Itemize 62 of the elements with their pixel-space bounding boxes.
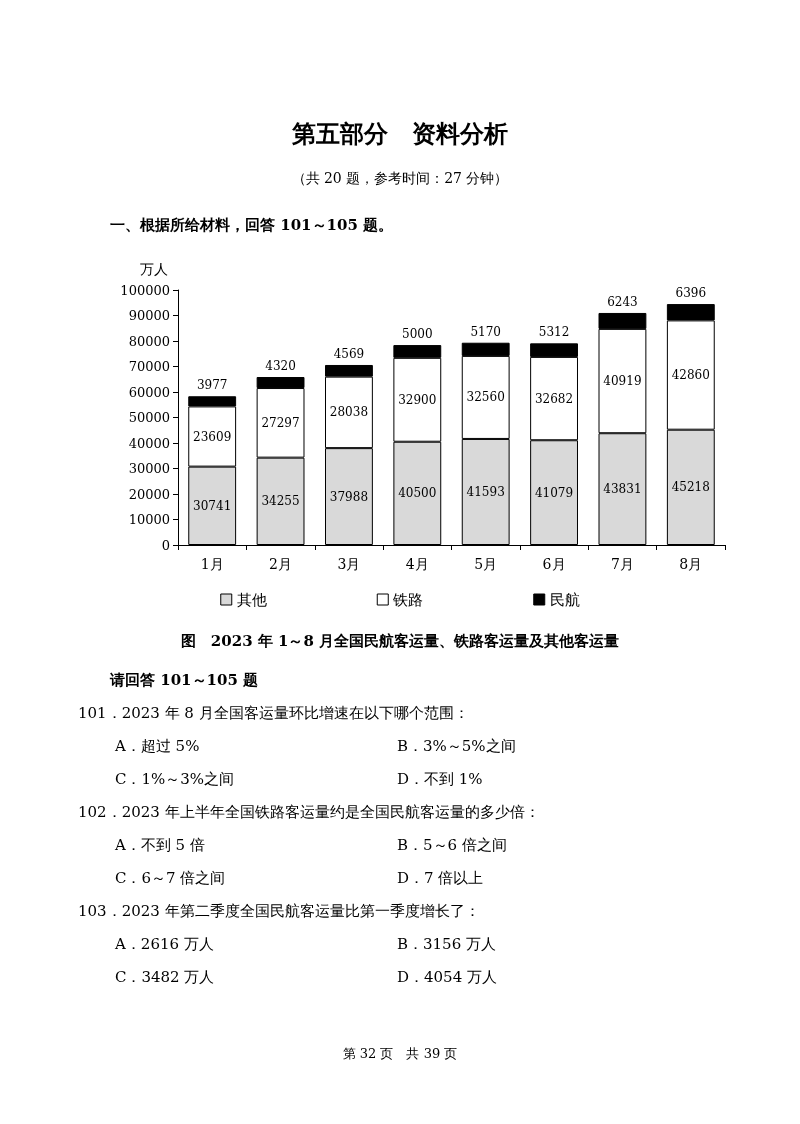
y-tick-label: 50000 [128,410,170,425]
x-tick-label: 6月 [542,556,566,572]
data-label: 23609 [193,429,232,444]
text: A．不到 5 倍 B．5～6 倍之间 [115,836,507,854]
data-label: 5312 [538,325,570,340]
data-label: 40500 [398,486,437,501]
y-tick-label: 20000 [128,486,170,502]
y-tick-label: 70000 [128,359,170,374]
text: 一、根据所给材料，回答 101～105 题。 [110,216,394,235]
x-tick-label: 3月 [337,556,361,572]
text: 请回答 101～105 题 [110,670,260,691]
data-label: 32682 [534,391,574,406]
data-label: 5170 [470,324,501,339]
x-tick-label: 1月 [200,556,224,572]
data-label: 6243 [607,294,638,309]
data-label: 32900 [398,392,437,407]
y-tick-label: 80000 [128,333,170,349]
data-label: 5000 [402,327,433,342]
legend-label: 民航 [549,590,580,609]
y-tick-label: 0 [161,537,170,553]
data-label: 45218 [671,480,710,495]
text: 图 2023 年 1～8 月全国民航客运量、铁路客运量及其他客运量 [179,632,621,651]
text: 第 32 页 共 39 页 [341,1045,459,1063]
legend-label: 其他 [236,590,267,609]
data-label: 43831 [603,482,642,497]
data-label: 34255 [261,494,300,509]
x-tick-label: 2月 [269,556,293,572]
data-label: 41593 [466,484,505,499]
data-label: 28038 [329,405,369,420]
y-tick-label: 60000 [128,384,170,400]
data-label: 41079 [534,485,574,500]
legend-label: 铁路 [392,590,424,609]
text: 103．2023 年第二季度全国民航客运量比第一季度增长了： [78,901,481,922]
data-label: 4569 [333,346,365,361]
y-tick-label: 100000 [120,282,170,298]
data-label: 42860 [671,368,710,383]
text: C．1%～3%之间 D．不到 1% [115,770,483,788]
text: 102．2023 年上半年全国铁路客运量约是全国民航客运量的多少倍： [78,802,541,823]
y-axis-title: 万人 [140,261,168,277]
data-label: 3977 [196,378,228,393]
text: C．6～7 倍之间 D．7 倍以上 [115,869,484,887]
text: C．3482 万人 D．4054 万人 [115,968,497,986]
text: 第五部分 资料分析 [291,118,509,150]
y-tick-label: 30000 [128,461,170,476]
text: A．超过 5% B．3%～5%之间 [115,737,516,755]
data-label: 40919 [603,374,642,389]
text: 101．2023 年 8 月全国客运量环比增速在以下哪个范围： [78,703,470,724]
y-tick-label: 10000 [128,512,170,527]
y-tick-label: 90000 [128,308,170,323]
data-label: 6396 [675,286,707,301]
y-tick-label: 40000 [128,435,170,451]
data-label: 32560 [466,390,505,405]
x-tick-label: 5月 [474,556,498,572]
data-label: 27297 [261,415,300,430]
x-tick-label: 7月 [610,556,634,572]
data-label: 37988 [329,489,369,504]
x-tick-label: 8月 [679,556,703,572]
chart-subtitle: （共 20 题，参考时间：27 分钟） [290,170,510,188]
text: A．2616 万人 B．3156 万人 [115,935,496,953]
data-label: 4320 [265,359,296,374]
x-tick-label: 4月 [405,556,429,572]
data-label: 30741 [193,498,232,513]
